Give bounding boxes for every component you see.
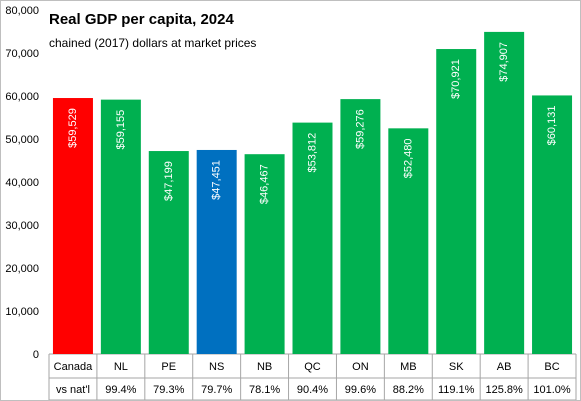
data-label: $53,812 — [307, 133, 319, 173]
bar-sk — [436, 49, 477, 354]
chart-title: Real GDP per capita, 2024 — [49, 11, 234, 28]
bar-nb — [244, 154, 285, 354]
y-tick-label: 60,000 — [5, 91, 39, 103]
category-label: NS — [209, 361, 224, 373]
table-value: 79.7% — [201, 384, 232, 396]
y-tick-label: 80,000 — [5, 5, 39, 17]
bar-ab — [484, 31, 525, 354]
data-label: $59,529 — [67, 108, 79, 148]
y-tick-label: 50,000 — [5, 134, 39, 146]
bar-bc — [532, 95, 573, 354]
bar-mb — [388, 128, 429, 354]
bar-on — [340, 99, 381, 355]
category-label: PE — [161, 361, 176, 373]
table-value: 101.0% — [533, 384, 571, 396]
table-row-label: vs nat'l — [56, 384, 90, 396]
table-value: 99.6% — [345, 384, 376, 396]
table-value: 125.8% — [485, 384, 523, 396]
data-label: $59,155 — [115, 110, 127, 150]
category-label: SK — [449, 361, 464, 373]
category-label: AB — [497, 361, 512, 373]
bar-ns — [196, 149, 237, 354]
data-label: $46,467 — [259, 164, 271, 204]
table-value: 78.1% — [249, 384, 280, 396]
table-value: 90.4% — [297, 384, 328, 396]
y-tick-label: 10,000 — [5, 306, 39, 318]
bar-canada — [52, 98, 93, 354]
data-label: $47,451 — [211, 160, 223, 200]
bar-nl — [100, 99, 141, 354]
y-tick-label: 20,000 — [5, 263, 39, 275]
data-label: $47,199 — [163, 161, 175, 201]
table-value: 88.2% — [393, 384, 424, 396]
category-label: NL — [114, 361, 128, 373]
table-value: 119.1% — [438, 384, 475, 396]
category-label: ON — [352, 361, 369, 373]
table-value: 79.3% — [153, 384, 184, 396]
bar-qc — [292, 122, 333, 354]
y-tick-label: 0 — [33, 349, 39, 361]
chart-subtitle: chained (2017) dollars at market prices — [49, 36, 257, 50]
category-label: BC — [544, 361, 559, 373]
y-tick-label: 70,000 — [5, 48, 39, 60]
data-label: $59,276 — [354, 109, 366, 149]
data-label: $60,131 — [546, 106, 558, 146]
y-tick-label: 40,000 — [5, 177, 39, 189]
category-label: Canada — [54, 361, 93, 373]
category-label: MB — [400, 361, 417, 373]
data-label: $70,921 — [450, 59, 462, 99]
table-value: 99.4% — [105, 384, 136, 396]
category-label: QC — [304, 361, 321, 373]
data-label: $52,480 — [402, 138, 414, 178]
category-label: NB — [257, 361, 272, 373]
y-tick-label: 30,000 — [5, 220, 39, 232]
data-label: $74,907 — [498, 42, 510, 82]
bar-pe — [148, 151, 189, 354]
